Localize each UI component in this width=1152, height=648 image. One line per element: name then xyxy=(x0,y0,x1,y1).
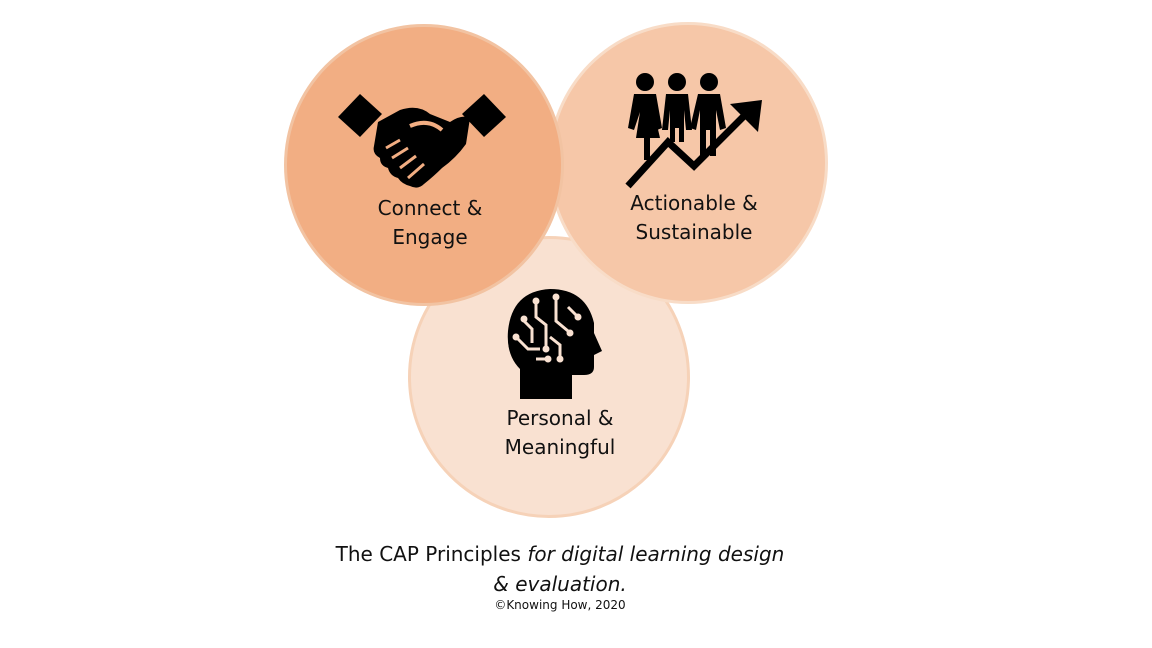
connect-engage-label: Connect & Engage xyxy=(377,196,483,249)
diagram-caption: The CAP Principles for digital learning … xyxy=(330,539,790,599)
caption-normal-text: The CAP Principles xyxy=(335,542,528,566)
people-growth-arrow-icon xyxy=(625,73,762,189)
handshake-icon xyxy=(338,94,506,188)
circuit-head-icon xyxy=(507,289,602,399)
copyright-notice: ©Knowing How, 2020 xyxy=(494,598,626,612)
actionable-sustainable-label: Actionable & Sustainable xyxy=(630,191,758,244)
personal-meaningful-label: Personal & Meaningful xyxy=(504,406,616,459)
caption-italic-text: for digital learning design & evaluation… xyxy=(493,542,785,596)
